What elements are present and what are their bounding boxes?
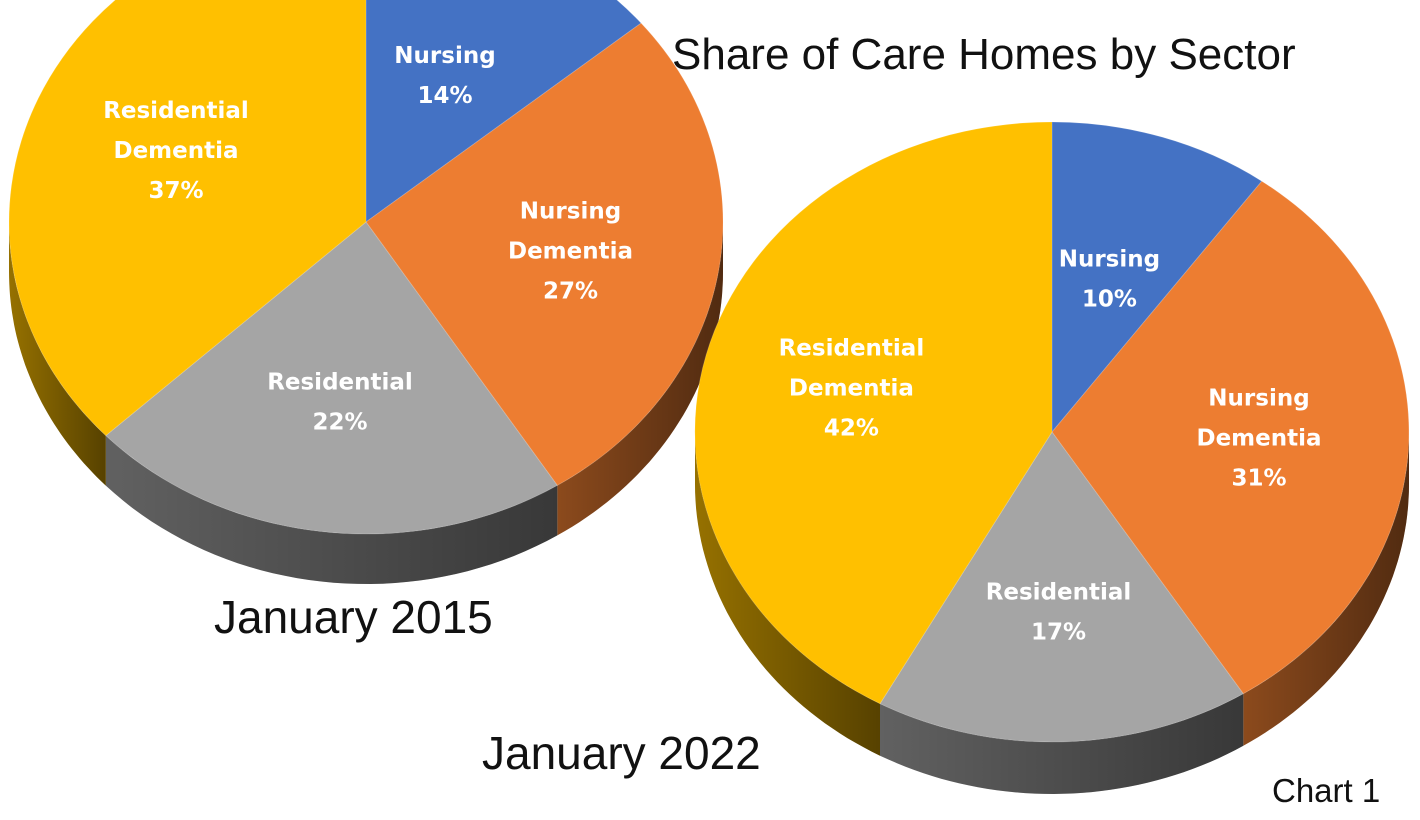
chart-number: Chart 1 (1272, 772, 1381, 809)
slice-label-residential: Residential 17% (986, 580, 1132, 646)
pie-label-2022: January 2022 (482, 727, 761, 779)
slice-residential (879, 431, 1245, 743)
pie-side-shading (695, 432, 880, 756)
slice-residential-dementia (8, 0, 367, 437)
slice-label-nursing-dementia: Nursing Dementia 31% (1196, 386, 1321, 492)
pie-side-shading (1243, 432, 1409, 746)
slice-label-nursing: Nursing 14% (394, 43, 495, 109)
pie-january-2022: Nursing 10% Nursing Dementia 31% Residential 1… (694, 121, 1410, 794)
pie-label-2015: January 2015 (214, 591, 493, 643)
pie-side-shading (880, 693, 1244, 794)
slice-nursing (1051, 121, 1263, 434)
slice-label-residential-dementia: Residential Dementia 42% (779, 335, 925, 441)
slice-nursing (365, 0, 642, 223)
slice-label-nursing: Nursing 10% (1059, 247, 1160, 313)
slice-residential-dementia (694, 121, 1053, 705)
pie-january-2015: Nursing 14% Nursing Dementia 27% Residential 2… (8, 0, 724, 584)
slice-nursing-dementia (365, 22, 724, 487)
pie-side-shading (105, 435, 558, 584)
chart-title: Share of Care Homes by Sector (672, 30, 1296, 79)
slice-label-nursing-dementia: Nursing Dementia 27% (508, 198, 633, 304)
slice-label-residential: Residential 22% (267, 370, 413, 436)
pie-side-shading (9, 222, 106, 486)
slice-label-residential-dementia: Residential Dementia 37% (103, 98, 249, 204)
pie-side-shading (557, 222, 723, 536)
slice-residential (105, 221, 559, 535)
slice-nursing-dementia (1051, 180, 1410, 695)
